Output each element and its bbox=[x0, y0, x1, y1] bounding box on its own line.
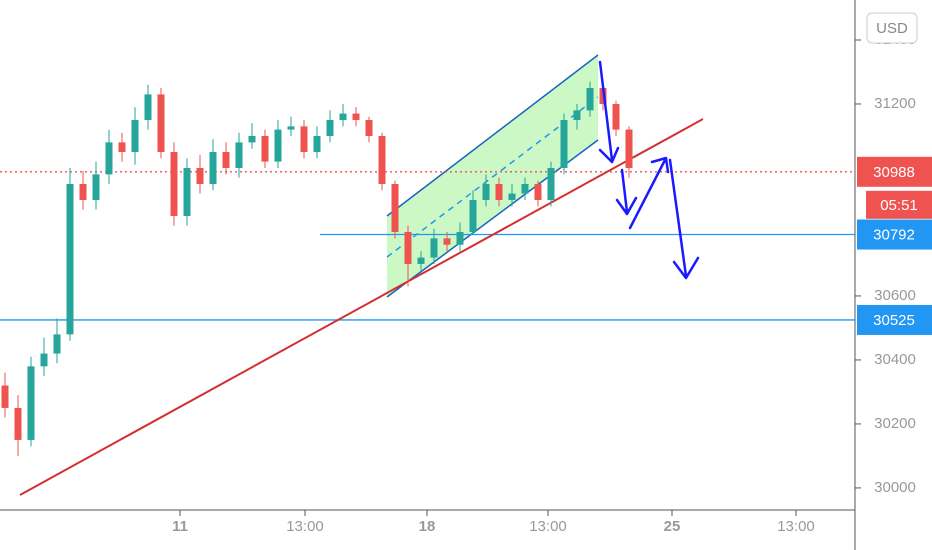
candle-body bbox=[248, 135, 256, 143]
candle-body bbox=[612, 103, 620, 130]
price-axis-panel bbox=[855, 0, 932, 550]
candle-body bbox=[144, 94, 152, 120]
x-tick-label: 25 bbox=[664, 518, 681, 535]
x-tick-label: 13:00 bbox=[286, 518, 324, 535]
candle-body bbox=[118, 142, 126, 152]
candle-body bbox=[482, 183, 490, 200]
price-tag-label: 30525 bbox=[873, 312, 915, 329]
candle-body bbox=[261, 135, 269, 162]
price-tag-label: 30988 bbox=[873, 164, 915, 181]
channel-fill bbox=[387, 55, 598, 297]
candle-body bbox=[586, 87, 594, 111]
candle-body bbox=[339, 113, 347, 120]
candle-body bbox=[66, 183, 74, 335]
y-tick-label: 30600 bbox=[874, 287, 916, 304]
candle-body bbox=[209, 151, 217, 184]
countdown-tag bbox=[866, 190, 932, 219]
y-tick-label: 30000 bbox=[874, 479, 916, 496]
currency-label: USD bbox=[876, 20, 908, 37]
candle-body bbox=[326, 119, 334, 136]
price-tag bbox=[857, 219, 932, 250]
candle-body bbox=[404, 231, 412, 264]
candle-body bbox=[352, 113, 360, 120]
y-tick-label: 30400 bbox=[874, 351, 916, 368]
candle-body bbox=[365, 119, 373, 136]
candle-body bbox=[1, 385, 9, 408]
countdown-label: 05:51 bbox=[880, 197, 918, 214]
candle-body bbox=[573, 110, 581, 120]
candle-body bbox=[274, 129, 282, 162]
candle-body bbox=[79, 183, 87, 200]
candle-body bbox=[170, 151, 178, 216]
candle-body bbox=[508, 193, 516, 200]
candle-body bbox=[27, 366, 35, 440]
candle-body bbox=[430, 238, 438, 258]
candle-body bbox=[183, 167, 191, 216]
candle-body bbox=[40, 353, 48, 367]
candle-body bbox=[131, 119, 139, 152]
arrows bbox=[598, 60, 700, 280]
y-tick-label: 31200 bbox=[874, 95, 916, 112]
arrow bbox=[668, 158, 700, 280]
x-tick-label: 11 bbox=[172, 518, 188, 535]
arrow bbox=[615, 168, 638, 216]
candle-body bbox=[222, 151, 230, 168]
candle-body bbox=[300, 126, 308, 152]
candle-body bbox=[287, 126, 295, 130]
candle-body bbox=[196, 167, 204, 184]
x-tick-label: 13:00 bbox=[529, 518, 567, 535]
candle-body bbox=[534, 183, 542, 200]
candle-body bbox=[443, 238, 451, 245]
candle-body bbox=[391, 183, 399, 232]
arrow bbox=[628, 156, 670, 230]
candle-body bbox=[547, 167, 555, 200]
candle-body bbox=[157, 94, 165, 152]
candle-body bbox=[521, 183, 529, 194]
candle-body bbox=[53, 334, 61, 354]
candle-body bbox=[105, 142, 113, 175]
axes: 3000030200304003060031200314001113:00181… bbox=[172, 31, 932, 535]
y-tick-label: 30200 bbox=[874, 415, 916, 432]
candle-body bbox=[235, 142, 243, 168]
channel-upper bbox=[386, 54, 599, 217]
drawings bbox=[0, 54, 855, 496]
candle-body bbox=[417, 257, 425, 264]
candle-body bbox=[14, 407, 22, 440]
candles bbox=[1, 81, 633, 456]
candle-body bbox=[313, 135, 321, 152]
trendline bbox=[19, 118, 704, 496]
price-tag bbox=[857, 304, 932, 335]
x-tick-label: 13:00 bbox=[777, 518, 815, 535]
candle-body bbox=[495, 183, 503, 200]
candle-body bbox=[456, 231, 464, 245]
arrow bbox=[598, 60, 620, 164]
x-tick-label: 18 bbox=[419, 518, 436, 535]
candle-body bbox=[378, 135, 386, 184]
candle-body bbox=[625, 129, 633, 168]
candle-body bbox=[560, 119, 568, 168]
candle-body bbox=[92, 174, 100, 200]
price-tag-label: 30792 bbox=[873, 226, 915, 243]
candle-body bbox=[469, 199, 477, 232]
price-tag bbox=[857, 156, 932, 187]
currency-badge[interactable] bbox=[866, 12, 918, 44]
